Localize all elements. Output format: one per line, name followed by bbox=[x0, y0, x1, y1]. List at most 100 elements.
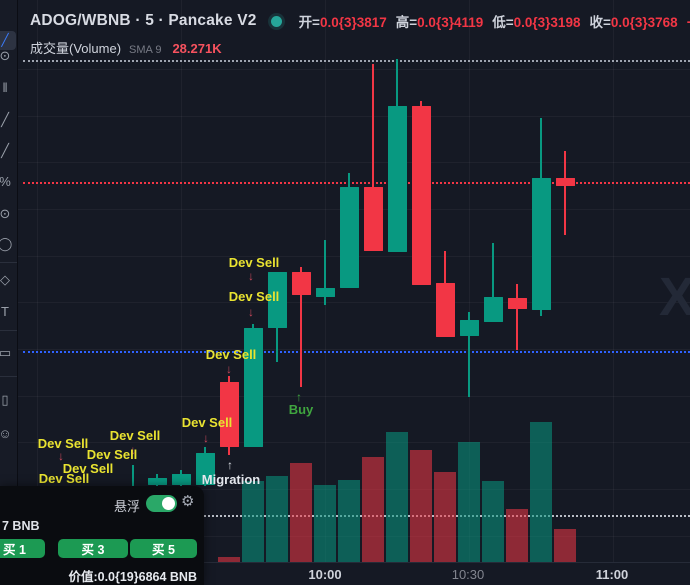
measure-tool-icon[interactable]: ▭ bbox=[0, 345, 12, 360]
dev-sell-label: Dev Sell bbox=[37, 436, 89, 451]
h-gridline bbox=[17, 162, 690, 163]
dev-sell-label: Dev Sell bbox=[62, 461, 114, 476]
low-value: 低=0.0{3}3198 bbox=[492, 15, 581, 30]
buy-5-button[interactable]: 买 5 bbox=[130, 539, 197, 558]
dev-sell-label: Dev Sell bbox=[205, 347, 257, 362]
toolbar-divider bbox=[0, 262, 17, 263]
price-line bbox=[23, 60, 690, 62]
candlestick bbox=[556, 178, 575, 186]
candle-wick bbox=[372, 64, 374, 251]
selected-tool-button[interactable]: ╱ bbox=[0, 31, 16, 50]
candle-wick bbox=[132, 465, 134, 486]
candle-wick bbox=[492, 243, 494, 322]
candlestick bbox=[412, 106, 431, 285]
buy-3-button[interactable]: 买 3 bbox=[58, 539, 128, 558]
time-axis-label: 10:30 bbox=[451, 567, 485, 582]
volume-bar bbox=[218, 557, 240, 562]
ray-tool-icon[interactable]: ╱ bbox=[1, 143, 9, 158]
volume-indicator-legend: 成交量(Volume) SMA 9 28.271K bbox=[30, 38, 222, 57]
dev-sell-arrow-icon: ↓ bbox=[248, 305, 254, 319]
h-gridline bbox=[17, 396, 690, 397]
volume-bar bbox=[290, 463, 312, 562]
candlestick bbox=[196, 453, 215, 485]
dev-sell-arrow-icon: ↓ bbox=[226, 362, 232, 376]
dev-sell-label: Dev Sell bbox=[109, 428, 161, 443]
migration-label: Migration bbox=[201, 472, 261, 487]
trend-line-tool-icon[interactable]: ‖ bbox=[2, 80, 8, 95]
dev-sell-arrow-icon: ↓ bbox=[58, 449, 64, 463]
volume-bar bbox=[338, 480, 360, 562]
candlestick bbox=[316, 288, 335, 297]
candle-wick bbox=[564, 151, 566, 235]
volume-bar bbox=[362, 457, 384, 562]
v-gridline bbox=[37, 0, 38, 563]
volume-bar bbox=[242, 481, 264, 562]
volume-indicator-name[interactable]: 成交量(Volume) bbox=[30, 41, 122, 56]
fib-tool-icon[interactable]: % bbox=[0, 174, 11, 189]
symbol-title[interactable]: ADOG/WBNB · 5 · Pancake V2 bbox=[30, 12, 257, 29]
high-value: 高=0.0{3}4119 bbox=[395, 15, 484, 30]
buy-1-button[interactable]: 买 1 bbox=[0, 539, 45, 558]
time-axis-label: 10:00 bbox=[308, 567, 342, 582]
v-gridline bbox=[613, 0, 614, 563]
volume-bar bbox=[554, 529, 576, 562]
time-axis-label: 11:00 bbox=[595, 567, 629, 582]
position-value: 价值:0.0{19}6864 BNB bbox=[68, 570, 197, 584]
volume-bar bbox=[314, 485, 336, 562]
h-gridline bbox=[17, 442, 690, 443]
dev-sell-label: Dev Sell bbox=[228, 289, 280, 304]
gear-icon[interactable]: ⚙ bbox=[181, 493, 195, 510]
volume-bar bbox=[482, 481, 504, 562]
floating-mode-toggle[interactable] bbox=[146, 495, 177, 512]
buy-arrow-icon: ↑ bbox=[296, 390, 302, 404]
candlestick bbox=[364, 187, 383, 251]
candlestick bbox=[532, 178, 551, 310]
open-value: 开=0.0{3}3817 bbox=[298, 15, 387, 30]
candle-wick bbox=[516, 284, 518, 350]
v-gridline bbox=[469, 0, 470, 563]
toggle-knob bbox=[162, 497, 175, 510]
quick-trade-panel: 悬浮 ⚙ 7 BNB 买 1 买 3 买 5 价值:0.0{19}6864 BN… bbox=[0, 486, 204, 585]
dev-sell-arrow-icon: ↓ bbox=[248, 269, 254, 283]
candlestick bbox=[292, 272, 311, 295]
brush-tool-icon[interactable]: ◯ bbox=[0, 236, 17, 252]
h-gridline bbox=[17, 302, 690, 303]
dev-sell-label: Dev Sell bbox=[38, 471, 90, 486]
change-value: -0.0{5}49 bbox=[687, 14, 690, 29]
candlestick bbox=[388, 106, 407, 252]
candlestick bbox=[436, 283, 455, 337]
dev-sell-label: Dev Sell bbox=[181, 415, 233, 430]
symbol-watermark: X bbox=[658, 267, 690, 327]
toolbar-divider bbox=[0, 330, 17, 331]
h-gridline bbox=[17, 349, 690, 350]
dev-sell-label: Dev Sell bbox=[86, 447, 138, 462]
volume-bar bbox=[434, 472, 456, 562]
wallet-balance: 7 BNB bbox=[2, 519, 40, 533]
buy-label: Buy bbox=[288, 402, 314, 417]
candlestick bbox=[148, 478, 167, 485]
close-value: 收=0.0{3}3768 bbox=[589, 15, 678, 30]
emoji-tool-icon[interactable]: ☺ bbox=[0, 426, 17, 442]
h-gridline bbox=[17, 116, 690, 117]
line-tool-icon[interactable]: ╱ bbox=[1, 112, 9, 127]
migration-arrow-icon: ↑ bbox=[227, 458, 233, 472]
candlestick bbox=[268, 272, 287, 328]
symbol-legend: ADOG/WBNB · 5 · Pancake V2 开=0.0{3}3817 … bbox=[30, 11, 690, 31]
crosshair-tool-icon[interactable]: ⊙ bbox=[0, 48, 11, 63]
volume-bar bbox=[266, 476, 288, 562]
candlestick bbox=[244, 328, 263, 447]
live-status-icon bbox=[270, 15, 282, 27]
candlestick bbox=[340, 187, 359, 288]
candle-wick bbox=[468, 312, 470, 397]
pattern-tool-icon[interactable]: ⊙ bbox=[0, 206, 11, 221]
text-tool-icon[interactable]: T bbox=[1, 304, 9, 319]
candle-wick bbox=[324, 240, 326, 305]
candlestick bbox=[220, 382, 239, 447]
dev-sell-label: Dev Sell bbox=[228, 255, 280, 270]
toolbar-divider bbox=[0, 376, 17, 377]
magnet-tool-icon[interactable]: ▯ bbox=[1, 392, 9, 407]
dev-sell-arrow-icon: ↓ bbox=[203, 431, 209, 445]
shapes-tool-icon[interactable]: ◇ bbox=[0, 272, 10, 287]
